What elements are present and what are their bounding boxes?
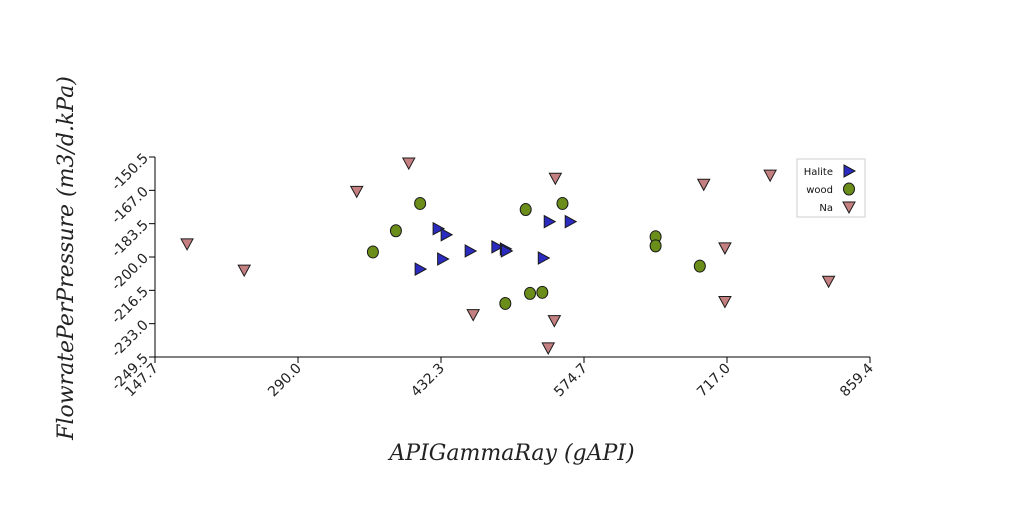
legend-label-wood: wood <box>806 185 833 196</box>
data-point-na <box>547 315 562 328</box>
data-point-halite <box>464 244 478 258</box>
data-point-halite <box>564 214 578 229</box>
data-point-wood <box>556 196 569 210</box>
data-point-na <box>349 185 364 199</box>
y-tick-label: -167.0 <box>109 184 152 227</box>
data-point-na <box>696 178 711 192</box>
x-tick-label: 290.0 <box>265 361 305 401</box>
data-point-halite <box>437 252 450 266</box>
y-axis-ticks: -150.5-167.0-183.5-200.0-216.5-233.0-249… <box>109 151 155 394</box>
x-axis-ticks: 147.7 290.0 432.3 574.7 717.0 859.4 <box>122 357 877 400</box>
data-point-halite <box>414 262 428 276</box>
x-axis-title: APIGammaRay (gAPI) <box>387 441 634 466</box>
data-point-wood <box>524 286 537 300</box>
data-point-wood <box>693 259 706 273</box>
y-tick-label: -183.5 <box>109 217 152 260</box>
legend: Halite wood Na <box>796 158 866 218</box>
data-point-na <box>718 242 732 255</box>
x-tick-label: 432.3 <box>408 361 448 401</box>
legend-marker-halite <box>843 164 857 178</box>
legend-marker-wood <box>843 182 855 196</box>
data-point-halite <box>440 227 454 242</box>
data-point-na <box>401 157 416 171</box>
axes <box>154 157 870 358</box>
legend-marker-na <box>842 201 856 215</box>
data-point-halite <box>537 251 551 265</box>
y-tick-label: -216.5 <box>109 284 152 327</box>
x-tick-label: 859.4 <box>837 360 877 400</box>
data-point-na <box>821 275 836 289</box>
data-point-wood <box>499 296 512 310</box>
data-point-wood <box>519 203 532 217</box>
data-point-halite <box>500 244 514 258</box>
data-point-wood <box>366 245 379 259</box>
legend-label-halite: Halite <box>804 167 833 178</box>
data-point-na <box>548 172 563 186</box>
data-point-halite <box>543 214 557 229</box>
data-point-wood <box>536 285 549 299</box>
legend-label-na: Na <box>819 203 833 214</box>
y-tick-label: -150.5 <box>109 151 152 194</box>
data-point-wood <box>649 239 662 253</box>
x-tick-label: 574.7 <box>551 361 591 401</box>
data-points <box>180 157 836 355</box>
data-point-na <box>466 309 481 322</box>
y-tick-label: -233.0 <box>109 317 152 360</box>
data-point-na <box>541 342 556 355</box>
data-point-halite <box>491 240 504 254</box>
data-point-wood <box>414 196 427 210</box>
data-point-na <box>237 264 252 278</box>
data-point-na <box>180 238 194 251</box>
x-tick-label: 717.0 <box>694 361 734 401</box>
y-axis-title: FlowratePerPressure (m3/d.kPa) <box>54 76 79 441</box>
y-tick-label: -200.0 <box>109 251 152 294</box>
data-point-wood <box>389 224 402 238</box>
data-point-na <box>763 169 777 183</box>
data-point-halite <box>432 221 446 236</box>
data-point-na <box>718 295 732 309</box>
